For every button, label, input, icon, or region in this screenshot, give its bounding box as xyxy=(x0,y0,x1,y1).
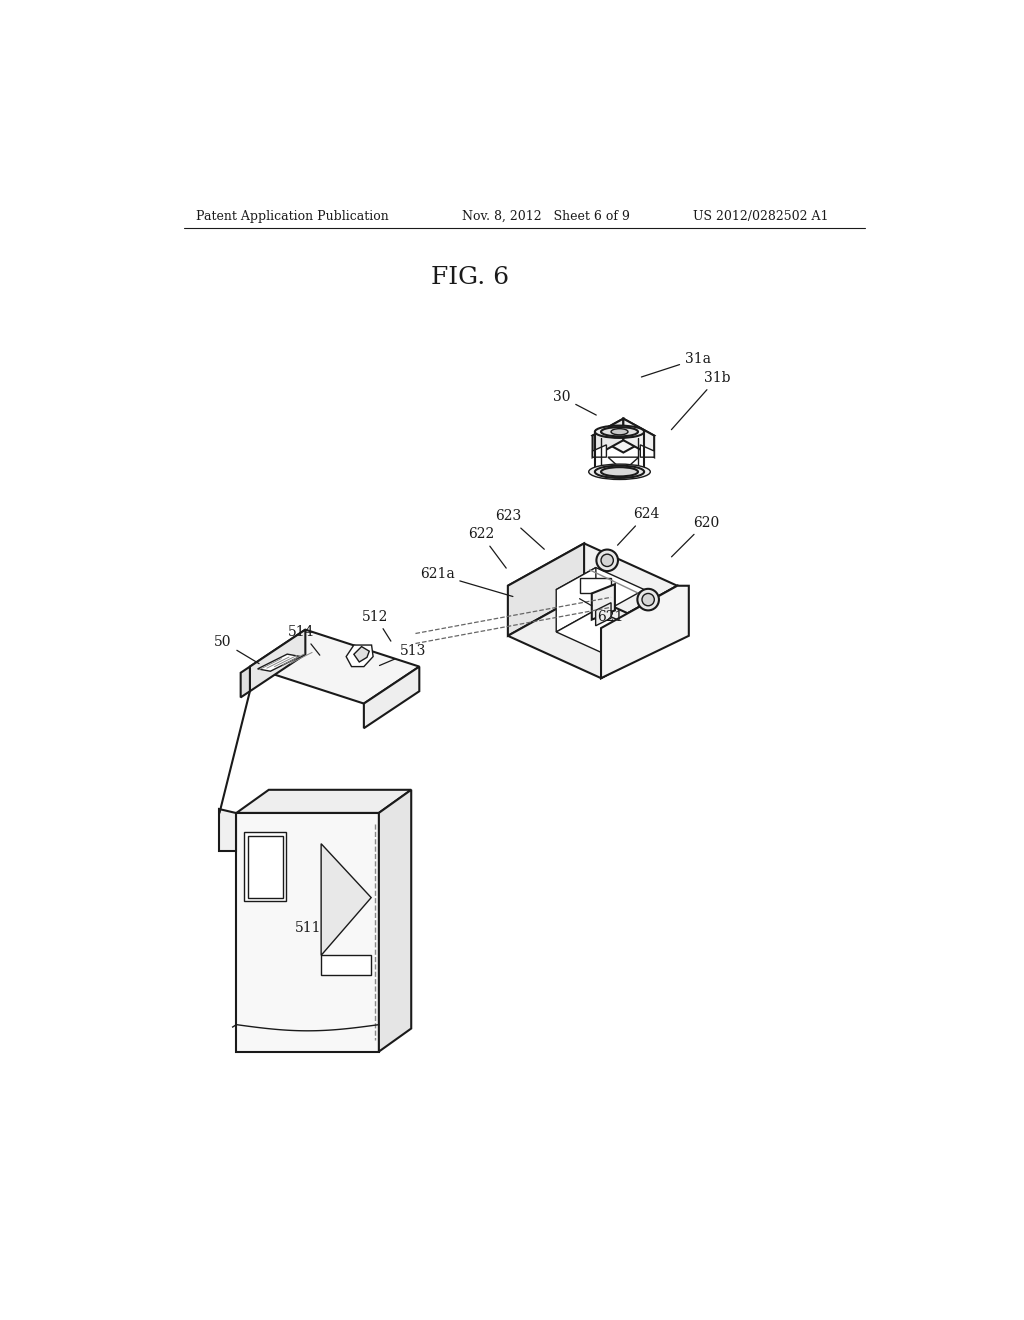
Polygon shape xyxy=(250,630,305,692)
Polygon shape xyxy=(556,568,596,632)
Polygon shape xyxy=(581,578,611,594)
Polygon shape xyxy=(354,647,370,663)
Polygon shape xyxy=(508,594,677,678)
Text: 620: 620 xyxy=(672,516,719,557)
Polygon shape xyxy=(322,956,371,974)
Ellipse shape xyxy=(595,466,644,478)
Polygon shape xyxy=(250,630,419,704)
Polygon shape xyxy=(640,445,654,457)
Polygon shape xyxy=(364,667,419,729)
Polygon shape xyxy=(248,836,283,898)
Circle shape xyxy=(637,589,658,610)
Text: 623: 623 xyxy=(495,510,545,549)
Text: 513: 513 xyxy=(380,644,426,665)
Polygon shape xyxy=(601,586,689,678)
Polygon shape xyxy=(608,457,639,471)
Polygon shape xyxy=(593,418,624,457)
Circle shape xyxy=(596,549,617,572)
Polygon shape xyxy=(244,832,287,902)
Polygon shape xyxy=(241,667,250,697)
Polygon shape xyxy=(592,585,614,619)
Polygon shape xyxy=(556,610,644,653)
Polygon shape xyxy=(624,418,654,457)
Text: FIG. 6: FIG. 6 xyxy=(431,267,509,289)
Text: Nov. 8, 2012   Sheet 6 of 9: Nov. 8, 2012 Sheet 6 of 9 xyxy=(462,210,630,223)
Polygon shape xyxy=(593,418,654,453)
Ellipse shape xyxy=(601,467,638,477)
Text: 31b: 31b xyxy=(672,371,731,430)
Polygon shape xyxy=(346,645,373,667)
Polygon shape xyxy=(508,544,677,628)
Polygon shape xyxy=(593,445,606,457)
Polygon shape xyxy=(258,655,300,671)
Text: 514: 514 xyxy=(288,624,319,655)
Text: 621: 621 xyxy=(580,599,624,623)
Polygon shape xyxy=(219,809,237,851)
Ellipse shape xyxy=(589,465,650,479)
Polygon shape xyxy=(508,544,584,636)
Text: Patent Application Publication: Patent Application Publication xyxy=(196,210,389,223)
Polygon shape xyxy=(601,586,677,678)
Text: 512: 512 xyxy=(362,610,391,642)
Text: US 2012/0282502 A1: US 2012/0282502 A1 xyxy=(692,210,828,223)
Polygon shape xyxy=(322,843,371,956)
Polygon shape xyxy=(556,568,644,611)
Text: 624: 624 xyxy=(617,507,659,545)
Text: 30: 30 xyxy=(553,391,596,414)
Ellipse shape xyxy=(601,428,638,437)
Text: 621a: 621a xyxy=(420,568,513,597)
Polygon shape xyxy=(237,813,379,1052)
Text: 31a: 31a xyxy=(641,351,711,378)
Text: 511: 511 xyxy=(295,921,321,936)
Polygon shape xyxy=(596,603,611,626)
Text: 622: 622 xyxy=(468,527,506,568)
Polygon shape xyxy=(237,789,412,813)
Ellipse shape xyxy=(611,429,628,434)
Circle shape xyxy=(642,594,654,606)
Polygon shape xyxy=(379,789,412,1052)
Text: 50: 50 xyxy=(214,635,259,664)
Ellipse shape xyxy=(595,425,644,438)
Circle shape xyxy=(601,554,613,566)
